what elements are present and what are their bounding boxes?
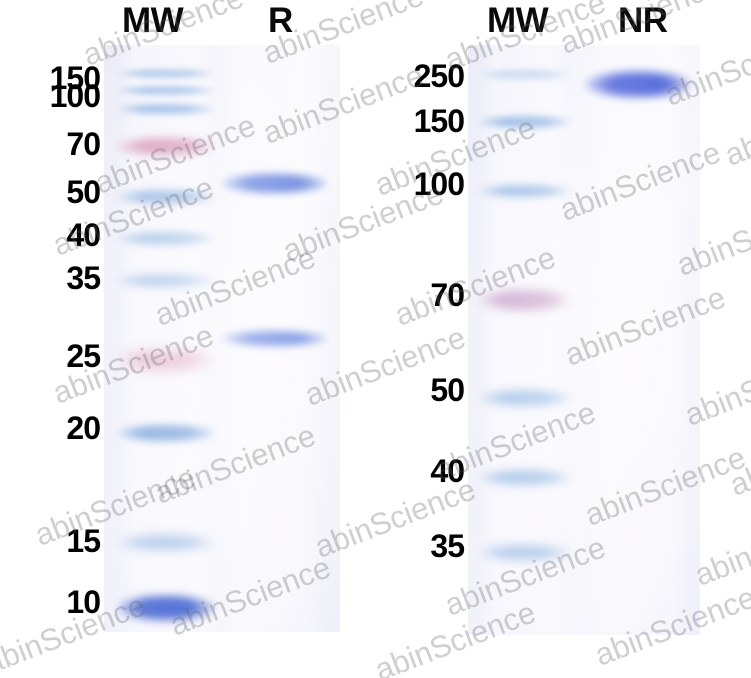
lane-header-mw: MW [487, 1, 549, 40]
mw-label-150: 150 [49, 60, 101, 96]
mw-label-70: 70 [430, 277, 465, 313]
mw-label-40: 40 [430, 453, 465, 489]
mw-label-15: 15 [66, 523, 101, 559]
mw-label-100: 100 [49, 78, 101, 114]
gel-panel-left-gel [104, 45, 340, 632]
mw-label-250: 250 [413, 58, 465, 94]
mw-label-35: 35 [430, 528, 465, 564]
mw-label-100: 100 [413, 166, 465, 202]
watermark-text: abinScience [720, 79, 751, 173]
mw-label-35: 35 [66, 260, 101, 296]
mw-label-70: 70 [66, 126, 101, 162]
mw-label-20: 20 [66, 410, 101, 446]
lane-header-nr: NR [618, 1, 668, 40]
mw-label-150: 150 [413, 103, 465, 139]
mw-label-10: 10 [66, 584, 101, 620]
gel-vignette [104, 45, 340, 632]
mw-label-50: 50 [430, 372, 465, 408]
mw-label-40: 40 [66, 217, 101, 253]
gel-panel-right-gel [468, 45, 700, 635]
lane-header-r: R [268, 1, 293, 40]
watermark-text: abinScience [725, 409, 751, 503]
lane-header-mw: MW [122, 1, 184, 40]
mw-label-25: 25 [66, 338, 101, 374]
mw-label-50: 50 [66, 174, 101, 210]
gel-vignette [468, 45, 700, 635]
